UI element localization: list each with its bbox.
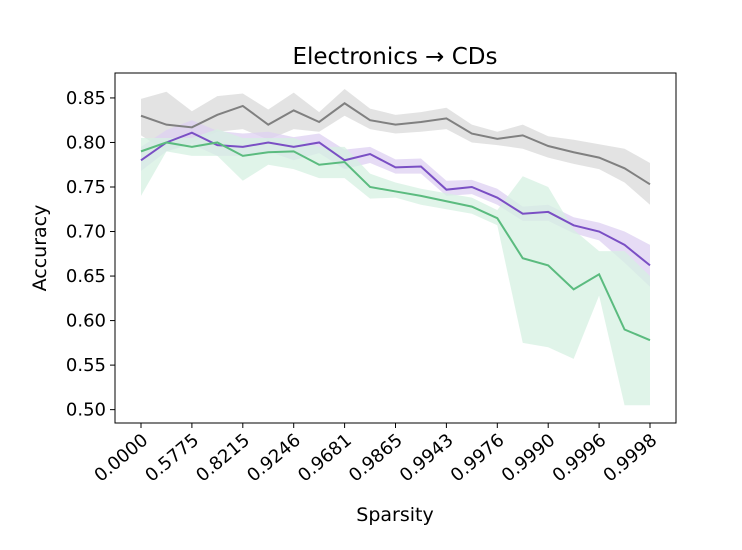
y-tick-label: 0.65	[66, 266, 106, 287]
x-tick-label: 0.9998	[599, 430, 661, 487]
series-line-1	[140, 131, 651, 267]
confidence-bands	[141, 89, 650, 406]
series-band-1	[141, 120, 650, 287]
y-tick-label: 0.60	[66, 311, 106, 332]
y-tick-label: 0.80	[66, 132, 106, 153]
series-band-2	[141, 129, 650, 406]
x-tick-label: 0.9681	[294, 430, 356, 487]
y-tick-label: 0.70	[66, 222, 106, 243]
y-axis-label: Accuracy	[29, 205, 51, 292]
series-line-2	[140, 141, 651, 342]
x-axis-ticks: 0.00000.57750.82150.92460.96810.98650.99…	[90, 423, 661, 486]
x-axis-label: Sparsity	[356, 504, 433, 526]
x-tick-label: 0.8215	[192, 430, 254, 487]
series-band-0	[141, 89, 650, 205]
x-tick-label: 0.9943	[396, 430, 458, 487]
series-lines	[140, 102, 651, 342]
x-tick-label: 0.9990	[498, 430, 560, 487]
x-tick-label: 0.0000	[90, 430, 152, 487]
x-tick-label: 0.9996	[549, 430, 611, 487]
y-tick-label: 0.50	[66, 400, 106, 421]
series-line-0	[140, 102, 651, 186]
y-tick-label: 0.75	[66, 177, 106, 198]
y-tick-label: 0.55	[66, 355, 106, 376]
x-tick-label: 0.9246	[243, 430, 305, 487]
x-tick-label: 0.9865	[345, 430, 407, 487]
chart-title: Electronics → CDs	[292, 44, 497, 70]
x-tick-label: 0.9976	[447, 430, 509, 487]
y-axis-ticks: 0.50 0.55 0.60 0.65 0.70 0.75 0.80 0.85	[66, 88, 115, 421]
x-tick-label: 0.5775	[141, 430, 203, 487]
y-tick-label: 0.85	[66, 88, 106, 109]
